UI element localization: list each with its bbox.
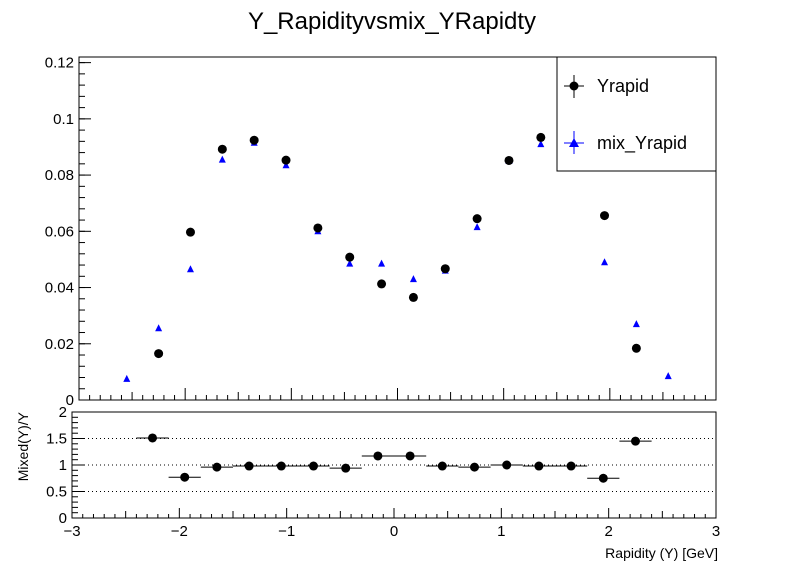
x-tick-label: 1 (497, 523, 505, 540)
top-y-tick-label: 0.12 (45, 55, 74, 72)
mix-yrapid-point (632, 320, 640, 328)
ratio-y-tick-label: 2 (59, 404, 67, 421)
yrapid-point (217, 144, 227, 154)
ratio-point (148, 433, 157, 443)
legend-label-yrapid: Yrapid (597, 76, 649, 96)
top-y-axis: 0 0.02 0.04 0.06 0.08 0.1 0.12 (45, 55, 717, 409)
yrapid-point (185, 227, 195, 237)
yrapid-point (440, 264, 450, 274)
mix-yrapid-point (537, 140, 545, 148)
mix-yrapid-point (346, 259, 354, 267)
ratio-y-tick-label: 1 (59, 457, 67, 474)
top-y-tick-label: 0.08 (45, 167, 74, 184)
legend-box (556, 56, 717, 172)
mix-yrapid-point (664, 372, 672, 380)
yrapid-point (345, 252, 355, 262)
ratio-point (598, 473, 608, 483)
ratio-point (470, 462, 479, 472)
yrapid-point (504, 155, 514, 165)
yrapid-point (377, 279, 387, 289)
top-y-tick-label: 0 (66, 392, 74, 409)
mix-yrapid-point (378, 259, 386, 267)
ratio-point (437, 461, 447, 471)
legend-label-mix-yrapid: mix_Yrapid (597, 133, 687, 154)
ratio-point (502, 460, 512, 470)
mix-yrapid-point (282, 161, 290, 169)
ratio-point (276, 461, 286, 471)
ratio-axes: 0 0.5 1 1.5 2 −3 −2 −1 0 1 2 3 (46, 404, 720, 540)
ratio-point (566, 461, 576, 471)
ratio-y-tick-label: 1.5 (46, 431, 67, 448)
yrapid-point (154, 349, 164, 359)
ratio-point (373, 451, 383, 461)
mix-yrapid-point (473, 223, 481, 231)
ratio-y-tick-label: 0 (59, 510, 67, 527)
chart-title: Y_Rapidityvsmix_YRapidty (248, 8, 536, 35)
top-y-tick-label: 0.1 (53, 111, 74, 128)
yrapid-point (281, 155, 291, 165)
yrapid-point (313, 223, 323, 233)
x-tick-label: 0 (390, 523, 398, 540)
ratio-point (180, 472, 190, 482)
mix-yrapid-point (218, 155, 226, 163)
ratio-plot-area (136, 433, 652, 483)
x-tick-label: 3 (712, 523, 720, 540)
ratio-point (309, 461, 318, 471)
yrapid-point (631, 343, 641, 353)
yrapid-point (408, 292, 418, 302)
ratio-point (631, 436, 640, 446)
yrapid-point (536, 132, 546, 142)
x-axis-label: Rapidity (Υ) [GeV] (605, 545, 718, 561)
ratio-y-tick-label: 0.5 (46, 484, 67, 501)
top-y-tick-label: 0.06 (45, 223, 74, 240)
mix-yrapid-point (155, 324, 163, 332)
top-y-tick-label: 0.02 (45, 336, 74, 353)
x-tick-label: −3 (63, 523, 80, 540)
x-tick-label: −2 (171, 523, 188, 540)
ratio-point (341, 463, 351, 473)
ratio-point (212, 462, 222, 472)
mix-yrapid-point (409, 275, 417, 283)
top-plot-area (123, 132, 672, 382)
ratio-point (244, 461, 254, 471)
x-tick-label: 2 (604, 523, 612, 540)
ratio-point (405, 451, 415, 461)
mix-yrapid-point (186, 265, 194, 273)
mix-yrapid-point (123, 374, 131, 382)
top-y-tick-label: 0.04 (45, 280, 74, 297)
legend-marker-mix-yrapid (564, 131, 584, 154)
yrapid-point (472, 214, 482, 224)
legend-marker-yrapid (564, 75, 584, 98)
legend: Yrapid mix_Yrapid (556, 56, 717, 172)
yrapid-point (600, 211, 610, 221)
ratio-point (534, 461, 544, 471)
yrapid-point (249, 135, 259, 145)
mix-yrapid-point (601, 258, 609, 266)
x-tick-label: −1 (278, 523, 295, 540)
ratio-y-axis-label: Mixed(Υ)/Υ (15, 411, 31, 481)
